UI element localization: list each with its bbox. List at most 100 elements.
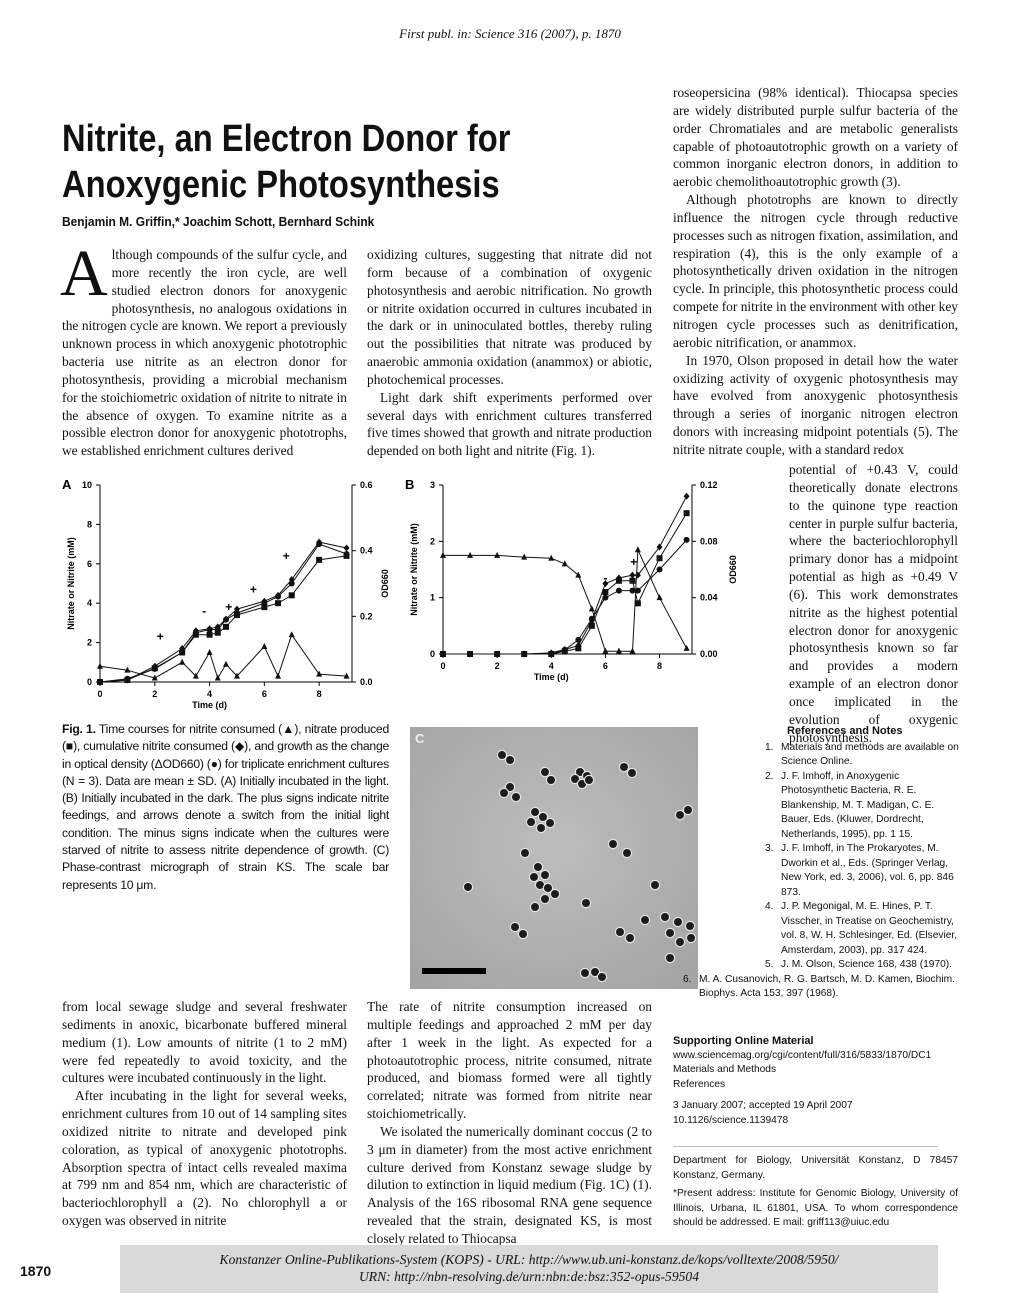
x-tick-label: 8 <box>317 689 322 699</box>
x-tick-label: 6 <box>603 661 608 671</box>
data-point <box>575 571 582 578</box>
data-point <box>494 551 501 558</box>
data-point <box>561 560 568 567</box>
cell <box>659 911 671 923</box>
micrograph-background <box>410 727 698 989</box>
series-line <box>99 543 347 683</box>
cell <box>614 926 626 938</box>
data-point <box>223 660 229 667</box>
annotation: + <box>630 555 637 569</box>
reference-number: 5. <box>765 959 774 970</box>
data-point <box>316 556 323 563</box>
data-point <box>261 643 268 650</box>
y2-tick-label: 0.04 <box>700 593 718 603</box>
cell <box>539 869 551 881</box>
data-point <box>151 674 158 681</box>
caption-text: Time courses for nitrite consumed (▲), n… <box>62 722 389 892</box>
data-point <box>683 492 690 500</box>
y-tick-label: 2 <box>87 638 92 648</box>
paragraph: roseopersicina (98% identical). Thiocaps… <box>673 85 958 190</box>
page-number: 1870 <box>20 1263 52 1279</box>
y2-tick-label: 0.12 <box>700 480 718 490</box>
reference: 6. M. A. Cusanovich, R. G. Bartsch, M. D.… <box>683 973 961 1002</box>
affiliation: Department for Biology, Universität Kons… <box>673 1155 958 1181</box>
data-point <box>192 629 199 636</box>
panel-label: B <box>405 477 414 492</box>
data-point <box>588 615 595 622</box>
footer-line: URN: http://nbn-resolving.de/urn:nbn:de:… <box>358 1269 700 1284</box>
cell <box>664 927 676 939</box>
data-point <box>629 587 636 594</box>
data-point <box>683 644 690 651</box>
reference-number: 4. <box>765 901 774 912</box>
data-point <box>440 551 446 558</box>
data-point <box>179 645 186 653</box>
series-line <box>443 539 687 655</box>
data-point <box>656 543 663 551</box>
data-point <box>124 666 131 673</box>
references-heading: References and Notes <box>787 725 903 737</box>
cell <box>539 893 551 905</box>
y2-axis-label: OD660 <box>728 555 738 584</box>
x-tick-label: 4 <box>207 689 212 699</box>
cell <box>542 882 554 894</box>
cell <box>498 787 510 799</box>
series-line <box>443 512 688 655</box>
data-point <box>656 594 663 601</box>
cell <box>504 754 516 766</box>
reference-text: J. M. Olson, Science 168, 438 (1970). <box>781 959 953 970</box>
data-point <box>629 571 636 579</box>
x-tick-label: 8 <box>657 661 662 671</box>
data-point <box>343 550 350 557</box>
annotation: + <box>283 549 290 563</box>
data-point <box>97 662 103 669</box>
cell <box>626 767 638 779</box>
cell <box>607 838 619 850</box>
data-point <box>602 580 609 588</box>
data-point <box>634 600 641 607</box>
cell <box>525 816 537 828</box>
reference-text: Materials and methods are available on S… <box>781 741 959 768</box>
cell <box>682 804 694 816</box>
data-point <box>261 600 268 607</box>
cell <box>583 774 595 786</box>
annotation: + <box>157 630 164 644</box>
title-line: Nitrite, an Electron Donor for <box>62 118 511 160</box>
data-point <box>206 648 213 655</box>
data-point <box>634 571 641 579</box>
y-tick-label: 8 <box>87 519 92 529</box>
data-point <box>467 551 474 558</box>
data-point <box>343 544 350 552</box>
som-url: www.sciencemag.org/cgi/content/full/316/… <box>673 1049 932 1061</box>
paragraph: oxidizing cultures, suggesting that nitr… <box>367 247 652 387</box>
data-point <box>588 622 595 629</box>
footer-line: Konstanzer Online-Publikations-System (K… <box>219 1252 839 1267</box>
y-tick-label: 0 <box>430 649 435 659</box>
cell <box>580 897 592 909</box>
cell <box>544 817 556 829</box>
cell <box>621 847 633 859</box>
data-point <box>288 631 295 638</box>
x-tick-label: 2 <box>495 661 500 671</box>
reference-text: M. A. Cusanovich, R. G. Bartsch, M. D. K… <box>699 973 955 1000</box>
data-point <box>683 536 690 543</box>
data-point <box>206 631 213 638</box>
x-axis-label: Time (d) <box>192 700 227 710</box>
annotation: - <box>603 571 607 585</box>
data-point <box>275 672 282 679</box>
y2-axis-label: OD660 <box>380 569 390 598</box>
data-point <box>521 651 528 657</box>
reference: 3. J. F. Imhoff, in The Prokaryotes, M. D… <box>765 842 961 900</box>
running-header: First publ. in: Science 316 (2007), p. 1… <box>399 26 621 41</box>
annotation: + <box>225 600 232 614</box>
data-point <box>179 658 186 665</box>
panel-label: C <box>415 731 425 746</box>
data-point <box>275 600 282 607</box>
paragraph: lthough compounds of the sulfur cycle, a… <box>62 247 347 459</box>
column-text: potential of +0.43 V, could theoreticall… <box>789 461 958 747</box>
data-point <box>179 649 186 656</box>
cell <box>517 928 529 940</box>
y-tick-label: 6 <box>87 559 92 569</box>
